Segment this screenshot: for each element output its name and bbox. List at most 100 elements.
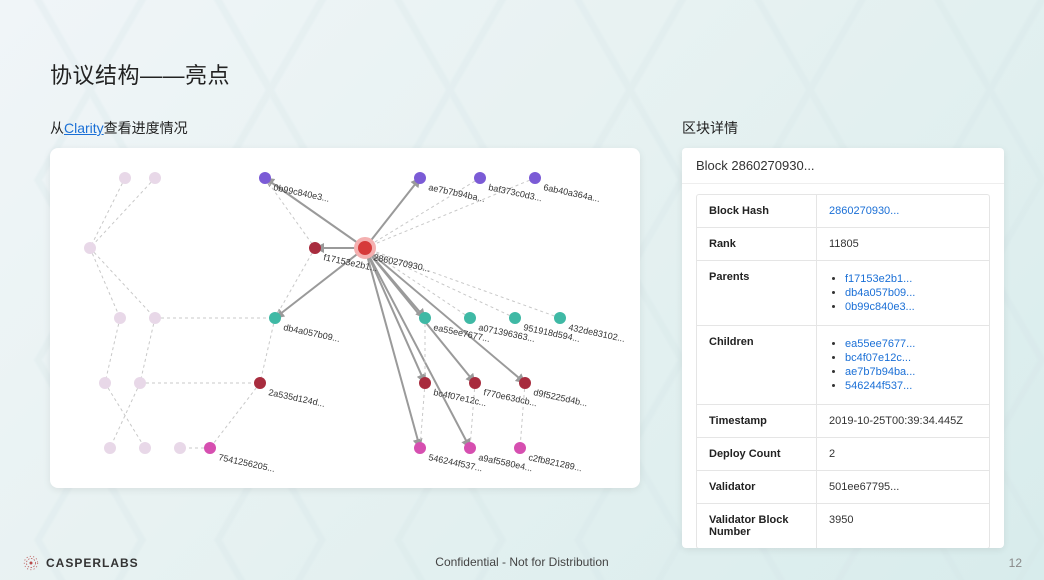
- details-row: Children ea55ee7677... bc4f07e12c... ae7b7b…: [697, 326, 989, 405]
- details-link[interactable]: 0b99c840e3...: [845, 301, 915, 313]
- block-details-table: Block Hash2860270930...Rank11805Parentsf…: [696, 194, 990, 548]
- graph-node[interactable]: [149, 312, 161, 324]
- graph-node[interactable]: [519, 377, 531, 389]
- right-subtitle: 区块详情: [682, 118, 738, 138]
- graph-node[interactable]: [419, 377, 431, 389]
- details-key: Block Hash: [697, 195, 817, 227]
- graph-node-label: f770e63dcb...: [483, 387, 538, 408]
- graph-node-label: 546244f537...: [428, 452, 484, 473]
- details-value: 2019-10-25T00:39:34.445Z: [817, 405, 989, 437]
- graph-node-label: 2860270930...: [373, 252, 431, 274]
- graph-edge: [90, 248, 120, 318]
- graph-node[interactable]: [554, 312, 566, 324]
- graph-node[interactable]: [204, 442, 216, 454]
- details-row: Parents f17153e2b1... db4a057b09... 0b99c84…: [697, 261, 989, 326]
- details-list-item: 0b99c840e3...: [845, 301, 977, 313]
- graph-edge: [105, 318, 120, 383]
- details-row: Block Hash 2860270930...: [697, 195, 989, 228]
- graph-node[interactable]: [474, 172, 486, 184]
- graph-edge: [260, 318, 275, 383]
- graph-node-label: a9af5580e4...: [478, 452, 534, 473]
- details-row: Timestamp2019-10-25T00:39:34.445Z: [697, 405, 989, 438]
- graph-edge: [520, 383, 525, 448]
- graph-node[interactable]: [139, 442, 151, 454]
- details-value: 501ee67795...: [817, 471, 989, 503]
- details-value: 2: [817, 438, 989, 470]
- graph-node-label: 6ab40a364a...: [543, 182, 601, 204]
- graph-node[interactable]: [414, 172, 426, 184]
- graph-edge: [420, 383, 425, 448]
- slide-title: 协议结构——亮点: [50, 58, 230, 90]
- graph-node[interactable]: [309, 242, 321, 254]
- graph-node[interactable]: [414, 442, 426, 454]
- graph-node-label: d9f5225d4b...: [533, 387, 589, 408]
- graph-edge: [90, 178, 125, 248]
- graph-node[interactable]: [119, 172, 131, 184]
- graph-node[interactable]: [419, 312, 431, 324]
- graph-node[interactable]: [464, 312, 476, 324]
- graph-edge: [140, 318, 155, 383]
- graph-node[interactable]: [84, 242, 96, 254]
- graph-node[interactable]: [259, 172, 271, 184]
- graph-node-label: 7541256205...: [218, 452, 276, 474]
- clarity-link[interactable]: Clarity: [64, 120, 104, 136]
- graph-node[interactable]: [356, 239, 374, 257]
- details-link[interactable]: f17153e2b1...: [845, 273, 912, 285]
- dag-graph-panel: 0b99c840e3... ae7b7b94ba...baf373c0d3...6…: [50, 148, 640, 488]
- details-list-item: 546244f537...: [845, 380, 977, 392]
- details-key: Validator: [697, 471, 817, 503]
- graph-edge: [365, 248, 470, 448]
- left-subtitle-suffix: 查看进度情况: [104, 120, 188, 136]
- details-key: Parents: [697, 261, 817, 325]
- details-value: 2860270930...: [817, 195, 989, 227]
- graph-node[interactable]: [469, 377, 481, 389]
- graph-node[interactable]: [114, 312, 126, 324]
- block-details-header: Block 2860270930...: [682, 148, 1004, 184]
- graph-edge: [90, 248, 155, 318]
- details-value: f17153e2b1... db4a057b09... 0b99c840e3...: [817, 261, 989, 325]
- graph-node-label: db4a057b09...: [283, 322, 341, 344]
- graph-node[interactable]: [99, 377, 111, 389]
- block-details-panel: Block 2860270930... Block Hash 2860270930…: [682, 148, 1004, 548]
- graph-node[interactable]: [174, 442, 186, 454]
- details-list-item: f17153e2b1...: [845, 273, 977, 285]
- graph-edge: [470, 383, 475, 448]
- details-link[interactable]: db4a057b09...: [845, 287, 915, 299]
- graph-edge: [90, 178, 155, 248]
- details-link[interactable]: bc4f07e12c...: [845, 352, 911, 364]
- graph-node-label: c2fb821289...: [528, 452, 583, 473]
- details-link[interactable]: ae7b7b94ba...: [845, 366, 915, 378]
- details-key: Deploy Count: [697, 438, 817, 470]
- details-row: Deploy Count2: [697, 438, 989, 471]
- details-row: Validator501ee67795...: [697, 471, 989, 504]
- graph-node[interactable]: [104, 442, 116, 454]
- details-link[interactable]: ea55ee7677...: [845, 338, 915, 350]
- footer-text: Confidential - Not for Distribution: [435, 555, 608, 569]
- details-value: 3950: [817, 504, 989, 548]
- graph-node[interactable]: [509, 312, 521, 324]
- graph-edge: [365, 248, 420, 448]
- graph-node-label: bc4f07e12c...: [433, 387, 488, 408]
- dag-graph-svg[interactable]: 0b99c840e3... ae7b7b94ba...baf373c0d3...6…: [50, 148, 640, 488]
- left-subtitle: 从Clarity查看进度情况: [50, 118, 188, 138]
- graph-node-label: baf373c0d3...: [488, 182, 543, 203]
- graph-node[interactable]: [269, 312, 281, 324]
- page-number: 12: [1009, 556, 1022, 570]
- details-value: ea55ee7677... bc4f07e12c... ae7b7b94ba... 5…: [817, 326, 989, 404]
- graph-node-label: 2a535d124d...: [268, 387, 326, 409]
- details-row: Validator Block Number3950: [697, 504, 989, 548]
- graph-edge: [275, 248, 315, 318]
- details-list-item: db4a057b09...: [845, 287, 977, 299]
- details-link[interactable]: 2860270930...: [829, 205, 899, 217]
- graph-node-label: ae7b7b94ba...: [428, 182, 486, 204]
- details-list-item: ae7b7b94ba...: [845, 366, 977, 378]
- details-link[interactable]: 546244f537...: [845, 380, 912, 392]
- graph-node[interactable]: [514, 442, 526, 454]
- graph-node[interactable]: [134, 377, 146, 389]
- graph-node[interactable]: [529, 172, 541, 184]
- graph-node[interactable]: [464, 442, 476, 454]
- graph-node[interactable]: [254, 377, 266, 389]
- graph-node-label: 0b99c840e3...: [273, 182, 331, 204]
- graph-node[interactable]: [149, 172, 161, 184]
- details-key: Children: [697, 326, 817, 404]
